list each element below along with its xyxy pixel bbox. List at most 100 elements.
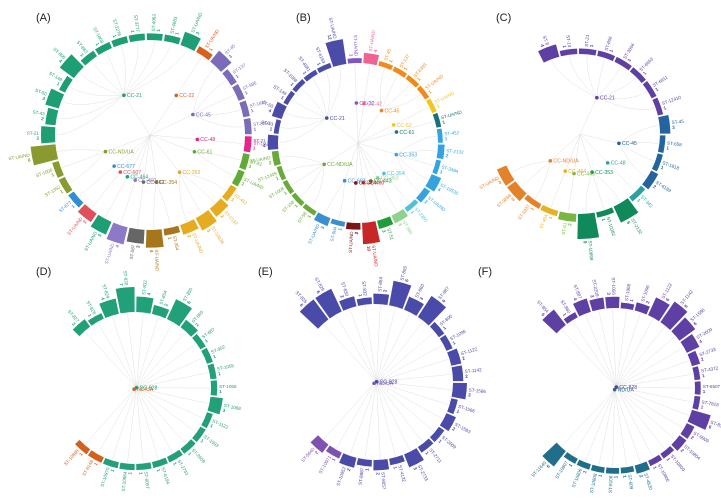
st-segment (271, 150, 281, 166)
tree-link (91, 171, 121, 209)
st-count: 1 (666, 146, 670, 151)
st-label: ST-2733 (176, 459, 189, 477)
st-segment (404, 448, 424, 468)
st-segment (687, 409, 711, 430)
st-segment (389, 280, 412, 310)
st-label: ST-UA/ND (371, 245, 379, 268)
st-count: 2 (680, 448, 686, 454)
st-count: 3 (97, 233, 103, 238)
st-segment (271, 101, 287, 120)
st-segment (432, 159, 441, 175)
cc-label: CC-45 (196, 112, 211, 118)
tree-link (194, 151, 235, 177)
st-label: ST-2609 (696, 327, 714, 340)
st-count: 1 (209, 423, 214, 429)
st-count: 2 (465, 374, 468, 379)
tree-link (396, 135, 437, 155)
st-segment (345, 222, 361, 230)
st-label: ST-1096 (640, 284, 650, 302)
st-count: 2 (346, 467, 352, 471)
tree-link (561, 389, 615, 447)
st-label: ST-10984 (121, 471, 128, 492)
st-label: ST-UA/ND (307, 223, 321, 245)
tree-link (123, 48, 188, 96)
tree-link (112, 316, 137, 388)
tree-link (57, 95, 125, 119)
st-count: 6 (441, 298, 447, 303)
tree-link (550, 171, 566, 208)
st-count: 2 (382, 289, 387, 292)
cc-label: CC-460 (366, 180, 384, 186)
st-label: ST-855 (182, 287, 194, 303)
st-label: ST-1837 (517, 203, 531, 220)
tree-link (179, 171, 227, 191)
st-segment (597, 50, 616, 62)
st-segment (692, 366, 701, 381)
st-segment (330, 218, 346, 227)
st-count: 1 (235, 73, 240, 79)
st-segment (613, 198, 639, 223)
st-count: 1 (629, 298, 634, 302)
tree-link (616, 386, 684, 429)
st-segment (222, 69, 237, 86)
st-count: 1 (622, 475, 627, 479)
cc-label: CC-ND/UA (108, 149, 134, 155)
st-segment (648, 297, 670, 322)
st-count: 1 (219, 389, 222, 394)
tree-link (97, 389, 135, 454)
tree-link (85, 389, 135, 445)
tree-link (591, 172, 605, 210)
st-count: 1 (130, 30, 135, 34)
st-count: 1 (112, 34, 118, 38)
tree-link (585, 389, 615, 462)
st-label: ST-354 (172, 235, 180, 251)
st-label: ST-2609 (441, 435, 458, 450)
st-segment (605, 467, 620, 474)
tree-link (105, 52, 125, 96)
st-label: ST-UA/ND (479, 175, 501, 190)
st-segment (222, 184, 237, 202)
st-count: 4 (698, 339, 703, 345)
st-segment (310, 435, 329, 453)
st-count: 1 (442, 325, 448, 331)
cc-node (394, 152, 399, 157)
tree-link (91, 61, 125, 96)
st-count: 1 (253, 146, 256, 151)
tree-link (105, 134, 151, 152)
st-segment (524, 194, 542, 209)
tree-link (381, 83, 411, 111)
st-count: 1 (636, 198, 642, 204)
st-segment (195, 210, 217, 231)
st-count: 1 (212, 354, 217, 360)
st-count: 1 (700, 405, 704, 410)
cc-node (122, 93, 126, 98)
st-segment (614, 56, 632, 71)
st-segment (192, 333, 206, 350)
st-segment (373, 458, 390, 471)
panel-label: (D) (36, 266, 52, 278)
st-count: 2 (446, 153, 449, 158)
st-segment (119, 462, 135, 471)
st-label: ST-4063 (151, 13, 157, 31)
st-label: ST-61 (250, 159, 264, 167)
tree-link (324, 180, 345, 215)
st-segment (87, 450, 104, 463)
cc-node (118, 170, 123, 174)
st-segment (658, 115, 671, 134)
st-label: ST-4132 (397, 464, 407, 482)
cc-label: CC-ND/UA (327, 162, 353, 168)
st-segment (146, 33, 163, 41)
tree-link (123, 41, 155, 96)
st-segment (642, 81, 657, 99)
st-segment (590, 464, 605, 474)
st-count: 6 (316, 290, 322, 295)
st-count: 1 (293, 203, 299, 209)
st-segment (694, 381, 701, 395)
st-segment (128, 33, 145, 43)
cc-node (617, 141, 621, 146)
tree-link (616, 386, 695, 389)
st-count: 1 (87, 313, 93, 318)
st-segment (80, 50, 98, 66)
